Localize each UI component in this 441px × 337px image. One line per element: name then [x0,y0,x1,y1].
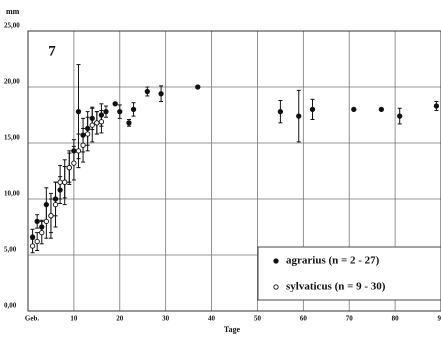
data-point [75,148,82,154]
data-point [80,142,86,148]
data-point [126,120,132,126]
x-tick-label: 20 [116,315,124,323]
data-point [296,113,302,119]
data-point [57,179,63,185]
data-point [397,113,403,119]
data-point [89,122,95,128]
data-point [52,201,59,208]
plot-frame [27,30,441,312]
data-point [34,218,40,225]
data-point [43,218,50,225]
x-tick-label: 60 [300,315,308,323]
x-tick-label: 40 [208,315,216,323]
data-point [94,120,100,126]
data-point [117,108,123,115]
data-point [29,243,36,249]
x-tick-label: 30 [162,315,170,323]
panel-label: 7 [48,43,56,59]
x-tick-label: Geb. [25,315,39,323]
data-point [433,103,440,109]
data-point [48,213,54,219]
x-tick-label: 10 [70,315,78,323]
legend-label: agrarius (n = 2 - 27) [286,255,380,267]
legend-marker [273,258,279,264]
y-tick-label: 20,00 [4,78,20,86]
x-tick-label: 90 [438,315,441,323]
data-point [29,234,36,240]
y-tick-label: 10,00 [4,190,20,198]
y-tick-label: 5,00 [4,246,17,254]
data-point [378,106,384,113]
x-tick-label: 80 [392,315,400,323]
data-point [98,119,105,125]
legend-marker [273,284,279,290]
data-point [195,84,201,90]
data-point [34,238,40,245]
data-point [309,106,316,113]
data-point [158,91,164,97]
data-point [351,106,357,113]
legend-box [257,246,441,301]
x-tick-label: 70 [346,315,354,323]
data-point [62,179,68,185]
data-point [85,131,91,137]
data-point [39,229,45,236]
data-point [75,108,82,115]
x-axis-label: Tage [224,325,241,334]
data-point [277,108,284,115]
data-point [103,108,109,115]
x-tick-label: 50 [254,315,262,323]
legend-label: sylvaticus (n = 9 - 30) [286,281,386,293]
data-point [144,88,150,95]
y-tick-label: 25,00 [4,22,20,30]
y-tick-label: 0,00 [4,302,17,310]
data-point [71,160,77,166]
data-point [112,101,118,107]
y-axis-label: mm [6,7,20,16]
data-point [130,106,137,113]
data-point [66,164,72,171]
y-tick-label: 15,00 [4,134,20,142]
